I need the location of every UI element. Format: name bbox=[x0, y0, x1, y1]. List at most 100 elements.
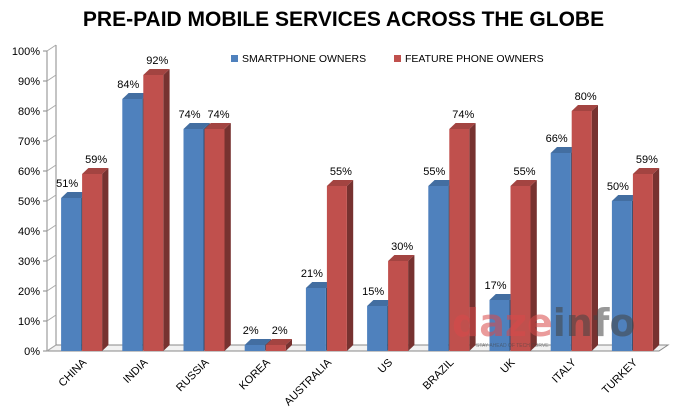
y-tick-depth bbox=[46, 164, 57, 172]
bar-front bbox=[183, 129, 204, 351]
y-tick-depth bbox=[46, 134, 57, 142]
y-tick-label: 50% bbox=[18, 196, 40, 208]
bar-front bbox=[428, 186, 449, 351]
y-tick-depth bbox=[46, 74, 57, 82]
bar-top bbox=[632, 168, 660, 174]
y-tick-label: 60% bbox=[18, 166, 40, 178]
bar-side bbox=[408, 255, 415, 351]
data-label: 55% bbox=[423, 166, 445, 178]
bar-front bbox=[61, 198, 82, 351]
y-tick-depth bbox=[46, 44, 57, 52]
bar-front bbox=[143, 75, 164, 351]
bar-top bbox=[326, 180, 354, 186]
y-tick-depth bbox=[46, 284, 57, 292]
bar-front bbox=[449, 129, 470, 351]
bar-top bbox=[428, 180, 455, 186]
bar-top bbox=[571, 105, 598, 111]
data-label: 15% bbox=[362, 286, 384, 298]
bar-front bbox=[632, 174, 653, 351]
data-label: 59% bbox=[636, 154, 658, 166]
bar-top bbox=[305, 282, 333, 288]
chart-title: PRE-PAID MOBILE SERVICES ACROSS THE GLOB… bbox=[82, 8, 605, 31]
bar-top bbox=[244, 339, 271, 345]
bar-series bbox=[61, 69, 660, 351]
y-tick-depth bbox=[46, 344, 57, 352]
y-tick-label: 70% bbox=[18, 136, 40, 148]
y-tick-depth bbox=[46, 314, 57, 322]
y-tick-label: 20% bbox=[18, 286, 40, 298]
data-label: 51% bbox=[56, 178, 78, 190]
bar-top bbox=[611, 195, 639, 201]
category-label-brazil: BRAZIL bbox=[421, 357, 457, 393]
y-tick-depth bbox=[46, 104, 57, 112]
bar-top bbox=[204, 123, 231, 129]
data-label: 59% bbox=[85, 154, 107, 166]
bar-feature-phone-korea bbox=[265, 339, 292, 351]
y-axis-ticks: 0% 10% 20% 30% 40% 50% 60% 70% 80% 90% 100% bbox=[12, 44, 57, 358]
bar-top bbox=[388, 255, 415, 261]
category-label-india: INDIA bbox=[121, 356, 151, 386]
bar-top bbox=[489, 294, 516, 300]
y-tick-label: 40% bbox=[18, 226, 40, 238]
bar-top bbox=[449, 123, 476, 129]
bar-side bbox=[591, 105, 598, 351]
data-label: 30% bbox=[391, 241, 413, 253]
y-tick-label: 90% bbox=[18, 76, 40, 88]
bar-front bbox=[244, 345, 265, 351]
data-label: 74% bbox=[207, 109, 229, 121]
category-label-korea: KOREA bbox=[237, 356, 273, 392]
data-label: 74% bbox=[178, 109, 200, 121]
bar-feature-phone-italy bbox=[571, 105, 598, 351]
bar-feature-phone-australia bbox=[326, 180, 354, 351]
bar-front bbox=[305, 288, 326, 351]
bar-front bbox=[571, 111, 592, 351]
y-tick-label: 100% bbox=[12, 46, 40, 58]
y-tick-depth bbox=[46, 254, 57, 262]
bar-front bbox=[204, 129, 225, 351]
bar-front bbox=[265, 345, 286, 351]
watermark-tagline: STAY AHEAD OF TECH CURVE bbox=[476, 343, 549, 349]
bar-front bbox=[611, 201, 632, 351]
bar-front bbox=[82, 174, 103, 351]
category-label-australia: AUSTRALIA bbox=[282, 356, 334, 408]
y-tick-label: 80% bbox=[18, 106, 40, 118]
category-label-italy: ITALY bbox=[550, 356, 579, 385]
bar-side bbox=[530, 180, 537, 351]
y-tick-label: 10% bbox=[18, 316, 40, 328]
data-label: 2% bbox=[272, 325, 288, 337]
data-labels: 51% 59% 84% 92% 74% 74% 2% 2% 21% 55% 15% 30% 55% 74%… bbox=[56, 55, 658, 337]
bar-side bbox=[224, 123, 231, 351]
bar-front bbox=[326, 186, 347, 351]
bar-front bbox=[550, 153, 571, 351]
data-label: 21% bbox=[301, 268, 323, 280]
category-label-russia: RUSSIA bbox=[174, 356, 212, 394]
bar-top bbox=[143, 69, 170, 75]
category-labels: CHINA INDIA RUSSIA KOREA AUSTRALIA US BRAZIL UK… bbox=[57, 356, 641, 408]
bar-top bbox=[82, 168, 109, 174]
bar-front bbox=[388, 261, 409, 351]
y-tick-depth bbox=[46, 224, 57, 232]
category-label-uk: UK bbox=[498, 356, 518, 376]
data-label: 2% bbox=[243, 325, 259, 337]
watermark-text: dazeinfo bbox=[452, 301, 635, 345]
bar-side bbox=[285, 339, 292, 351]
bar-side bbox=[469, 123, 476, 351]
bar-side bbox=[652, 168, 660, 351]
category-label-us: US bbox=[376, 357, 395, 376]
data-label: 84% bbox=[117, 79, 139, 91]
legend-swatch bbox=[394, 55, 401, 62]
legend-swatch bbox=[231, 55, 238, 62]
data-label: 55% bbox=[513, 166, 535, 178]
bar-feature-phone-russia bbox=[204, 123, 231, 351]
legend: SMARTPHONE OWNERS FEATURE PHONE OWNERS bbox=[231, 53, 544, 65]
bar-front bbox=[367, 306, 388, 351]
bar-front bbox=[122, 99, 143, 351]
data-label: 17% bbox=[484, 280, 506, 292]
data-label: 80% bbox=[575, 91, 597, 103]
bar-feature-phone-uk bbox=[510, 180, 537, 351]
legend-label: FEATURE PHONE OWNERS bbox=[405, 53, 544, 65]
data-label: 50% bbox=[607, 181, 629, 193]
bar-side bbox=[102, 168, 109, 351]
bar-top bbox=[510, 180, 537, 186]
